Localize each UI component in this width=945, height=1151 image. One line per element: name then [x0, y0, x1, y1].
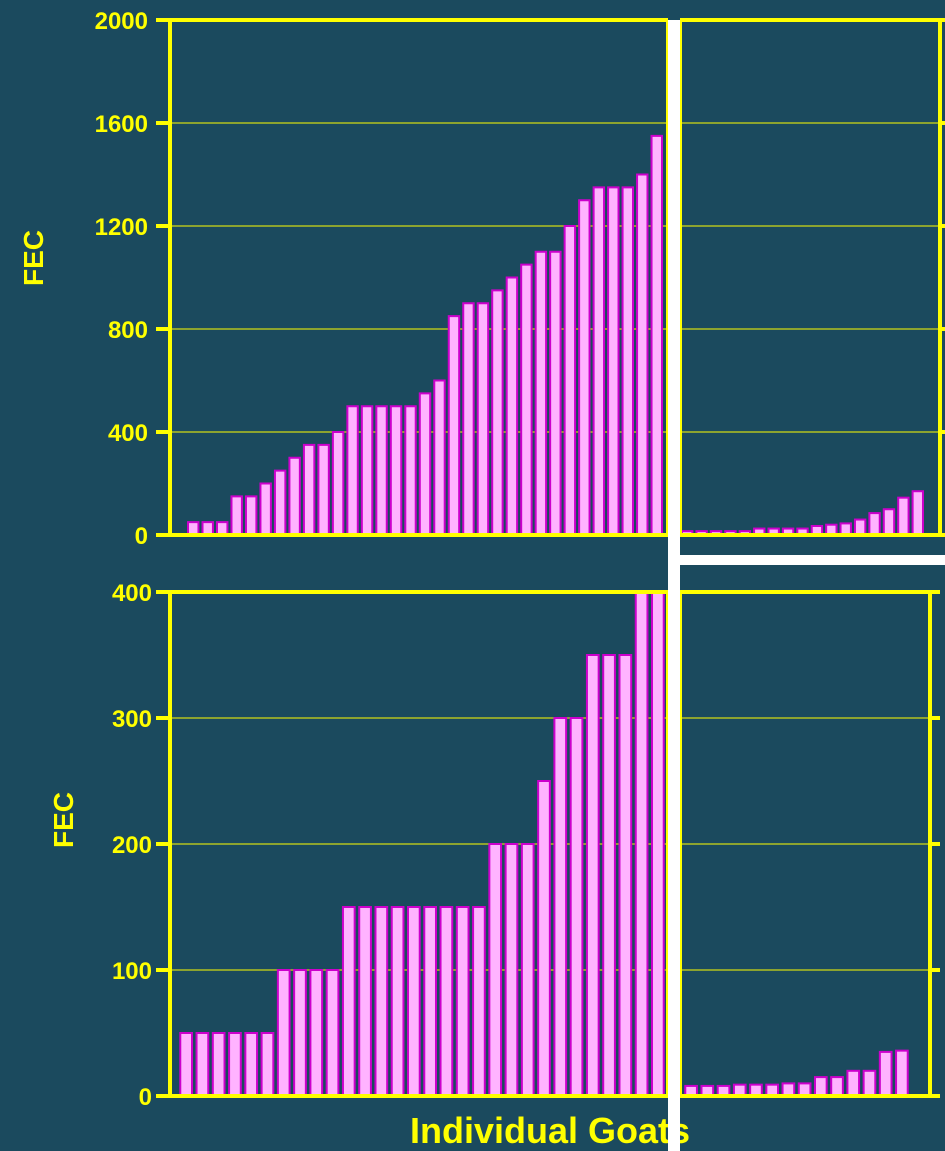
- bottom-y-tick-label: 100: [112, 958, 152, 985]
- top-bar: [505, 276, 519, 536]
- top-bar: [360, 405, 374, 536]
- bottom-bar: [634, 591, 649, 1097]
- bottom-bar: [585, 654, 600, 1097]
- bottom-bar: [244, 1032, 259, 1097]
- bottom-bar: [439, 906, 454, 1097]
- bottom-bar: [537, 780, 551, 1097]
- bottom-bar: [830, 1076, 844, 1097]
- bottom-bar: [618, 654, 633, 1097]
- top-y-tick-labels: 0 400 800 1200 1600 2000: [95, 8, 148, 550]
- top-y-tick-label: 800: [108, 317, 148, 344]
- top-bar: [346, 405, 359, 536]
- bottom-bars-group-2: [684, 1049, 909, 1098]
- top-bar: [273, 469, 287, 536]
- top-bar: [897, 496, 910, 537]
- bottom-bar: [211, 1032, 226, 1097]
- bottom-bar: [293, 969, 307, 1097]
- top-bar: [230, 495, 243, 536]
- bottom-y-axis-label: FEC: [48, 792, 79, 848]
- bottom-bar: [358, 906, 372, 1097]
- bottom-bar: [520, 843, 535, 1097]
- bottom-bars-group-1: [179, 591, 665, 1097]
- top-bar: [853, 518, 867, 536]
- bottom-bar: [325, 969, 340, 1097]
- bottom-bar: [423, 906, 437, 1097]
- top-bar: [259, 482, 272, 536]
- bottom-bar: [813, 1076, 828, 1097]
- bottom-bar: [472, 906, 486, 1097]
- top-bar: [549, 250, 562, 536]
- bottom-y-tick-label: 200: [112, 832, 152, 859]
- top-bar: [882, 508, 896, 536]
- top-bar: [288, 456, 301, 536]
- top-y-tick-label: 2000: [95, 8, 148, 35]
- top-bar: [302, 443, 316, 536]
- top-bar: [868, 512, 881, 536]
- bottom-bar: [878, 1050, 893, 1098]
- top-bar: [534, 250, 548, 536]
- bottom-bar: [407, 906, 421, 1097]
- top-chart: 0 400 800 1200 1600 2000 FEC: [18, 8, 945, 550]
- top-bar: [476, 302, 490, 536]
- bottom-bar: [341, 906, 356, 1097]
- top-bar: [418, 392, 432, 536]
- bottom-y-tick-labels: 0 100 200 300 400: [112, 580, 152, 1111]
- top-bar: [621, 186, 635, 536]
- bottom-bar: [309, 969, 324, 1097]
- bottom-bar: [553, 717, 568, 1097]
- top-y-tick-label: 1200: [95, 214, 148, 241]
- top-bar: [447, 315, 461, 536]
- bottom-bar: [179, 1032, 193, 1097]
- bottom-bar: [651, 591, 665, 1097]
- bottom-bar: [228, 1032, 242, 1097]
- top-bar: [404, 405, 417, 536]
- bottom-bar: [390, 906, 405, 1097]
- top-bar: [578, 199, 591, 536]
- top-bar: [317, 443, 330, 536]
- bottom-bar: [862, 1069, 877, 1098]
- top-bar: [244, 495, 258, 536]
- top-bar: [911, 490, 924, 537]
- bottom-bar: [374, 906, 389, 1097]
- top-bar: [563, 225, 577, 536]
- bottom-bar: [488, 843, 503, 1097]
- bottom-bar: [602, 654, 616, 1097]
- x-axis-label: Individual Goats: [410, 1110, 690, 1151]
- bottom-bar: [569, 717, 584, 1097]
- top-bar: [389, 405, 403, 536]
- bottom-y-tick-label: 0: [139, 1084, 152, 1111]
- top-bar: [650, 134, 663, 536]
- top-y-tick-label: 400: [108, 420, 148, 447]
- top-bar: [462, 302, 475, 536]
- bottom-y-tick-label: 400: [112, 580, 152, 607]
- top-bar: [433, 379, 446, 536]
- top-bar: [375, 405, 388, 536]
- top-bar: [607, 186, 620, 536]
- bottom-bar: [504, 843, 519, 1097]
- top-y-tick-label: 1600: [95, 111, 148, 138]
- bottom-bar: [895, 1049, 909, 1098]
- top-y-tick-label: 0: [135, 523, 148, 550]
- top-bar: [636, 173, 649, 536]
- bottom-bar: [276, 969, 291, 1097]
- top-bar: [520, 263, 533, 536]
- bottom-bar: [260, 1032, 275, 1097]
- bottom-bar: [195, 1032, 210, 1097]
- bottom-bar: [846, 1069, 861, 1098]
- bottom-y-tick-label: 300: [112, 706, 152, 733]
- bottom-bar: [455, 906, 470, 1097]
- top-y-axis-label: FEC: [18, 230, 49, 286]
- top-bar: [331, 431, 345, 536]
- bottom-chart: 0 100 200 300 400 FEC Individual Goats: [48, 580, 940, 1151]
- top-bar: [592, 186, 606, 536]
- top-bar: [491, 289, 504, 536]
